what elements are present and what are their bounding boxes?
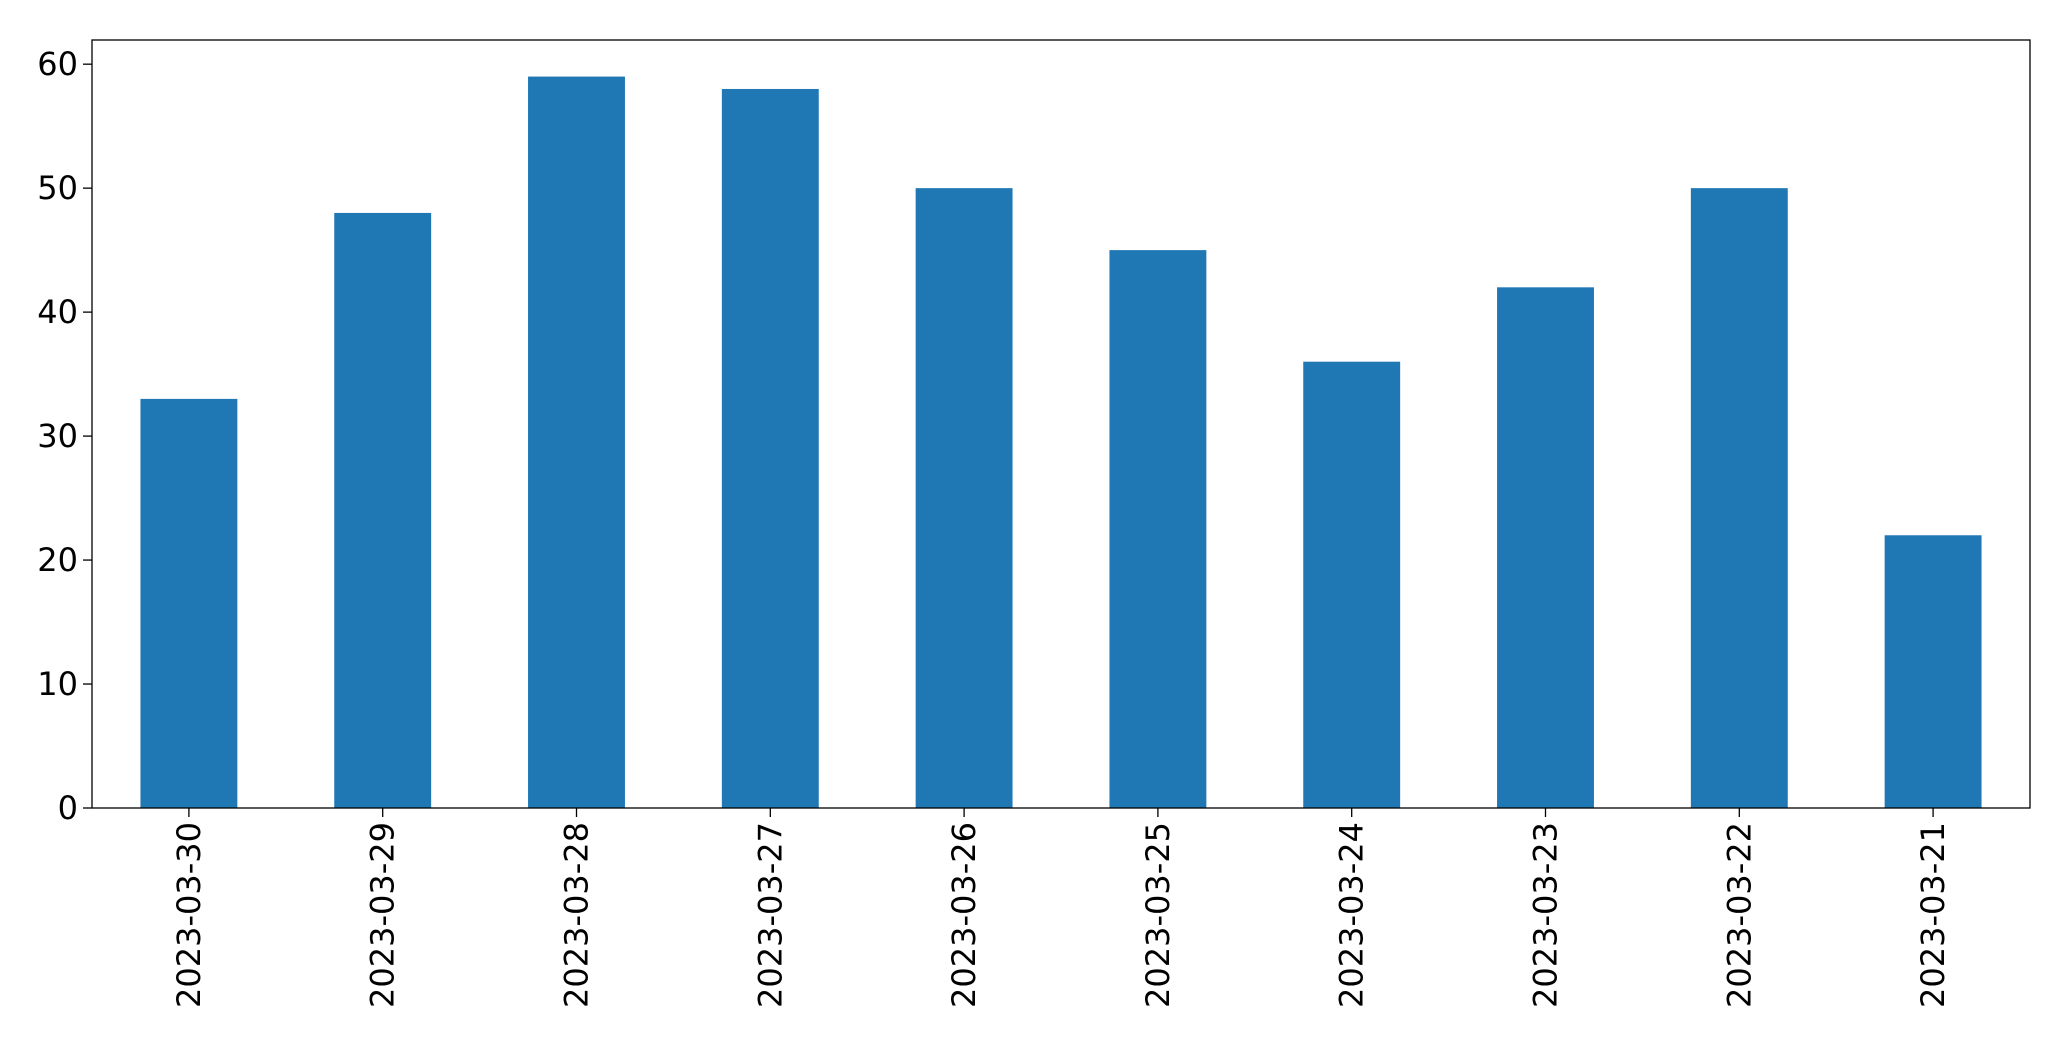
x-tick-label: 2023-03-22	[1720, 822, 1758, 1008]
bar	[528, 76, 625, 809]
x-tick-label: 2023-03-30	[170, 822, 208, 1008]
y-tick-label: 40	[37, 293, 78, 331]
y-tick-label: 50	[37, 169, 78, 207]
bar	[1109, 250, 1207, 809]
y-tick-label: 10	[37, 665, 78, 703]
x-tick-label: 2023-03-26	[945, 822, 983, 1008]
bar	[1690, 188, 1788, 809]
y-tick-label: 0	[58, 789, 78, 827]
bar	[140, 398, 238, 808]
bar	[915, 188, 1013, 809]
x-tick-label: 2023-03-27	[751, 822, 789, 1008]
plot-frame	[91, 39, 2031, 809]
bar	[1884, 535, 1982, 808]
x-tick-label: 2023-03-28	[558, 822, 596, 1008]
bar	[1497, 287, 1594, 808]
x-tick-label: 2023-03-24	[1333, 822, 1371, 1008]
bar	[721, 88, 819, 809]
x-tick-label: 2023-03-23	[1527, 822, 1565, 1008]
y-tick-label: 60	[37, 45, 78, 83]
y-tick-label: 20	[37, 541, 78, 579]
x-tick-label: 2023-03-29	[364, 822, 402, 1008]
y-tick-label: 30	[37, 417, 78, 455]
bar	[334, 212, 432, 809]
x-tick-label: 2023-03-25	[1139, 822, 1177, 1008]
bar	[1303, 361, 1401, 808]
x-tick-label: 2023-03-21	[1914, 822, 1952, 1008]
